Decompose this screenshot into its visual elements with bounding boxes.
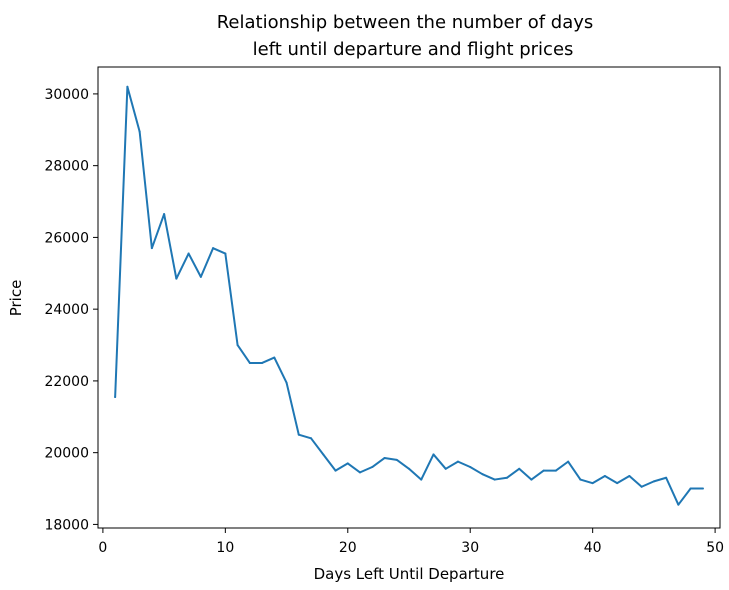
data-point <box>518 467 521 470</box>
data-point <box>481 473 484 476</box>
data-point <box>567 460 570 463</box>
plot-frame <box>97 66 721 529</box>
data-point <box>665 476 668 479</box>
data-point <box>138 130 141 133</box>
data-point <box>383 457 386 460</box>
chart-title-line-1: Relationship between the number of days <box>217 12 594 33</box>
data-point <box>542 469 545 472</box>
data-point <box>456 460 459 463</box>
data-point <box>640 485 643 488</box>
data-point <box>261 361 264 364</box>
data-point <box>359 471 362 474</box>
data-point <box>420 478 423 481</box>
data-point <box>395 458 398 461</box>
data-point <box>187 252 190 255</box>
x-tick-label: 50 <box>706 540 724 556</box>
x-tick-label: 40 <box>584 540 602 556</box>
data-point <box>248 361 251 364</box>
data-point <box>150 247 153 250</box>
data-point <box>273 356 276 359</box>
data-point <box>346 462 349 465</box>
y-tick-label: 18000 <box>44 517 89 533</box>
data-points <box>114 85 704 506</box>
data-point <box>591 482 594 485</box>
y-tick-label: 20000 <box>44 446 89 462</box>
data-point <box>199 275 202 278</box>
data-point <box>616 482 619 485</box>
x-axis-ticks: 0 10 20 30 40 50 <box>98 528 724 556</box>
data-point <box>579 478 582 481</box>
data-point <box>236 344 239 347</box>
data-point <box>677 503 680 506</box>
data-point <box>175 277 178 280</box>
data-point <box>432 453 435 456</box>
data-point <box>689 487 692 490</box>
data-point <box>603 474 606 477</box>
x-tick-label: 20 <box>339 540 357 556</box>
x-axis-label: Days Left Until Departure <box>314 565 505 583</box>
data-point <box>212 247 215 250</box>
x-tick-label: 0 <box>98 540 107 556</box>
x-tick-label: 10 <box>216 540 234 556</box>
data-point <box>297 433 300 436</box>
y-tick-label: 30000 <box>44 87 89 103</box>
data-point <box>408 467 410 470</box>
data-point <box>701 487 704 490</box>
y-axis-label: Price <box>7 280 25 317</box>
data-point <box>126 85 129 88</box>
data-point <box>322 453 325 456</box>
data-point <box>505 476 508 479</box>
y-tick-label: 22000 <box>44 374 89 390</box>
y-tick-label: 28000 <box>44 159 89 175</box>
data-point <box>444 467 447 470</box>
data-point <box>114 396 117 399</box>
data-point <box>371 466 374 469</box>
data-point <box>163 213 166 216</box>
data-point <box>469 466 472 469</box>
data-point <box>310 437 313 440</box>
price-series-line <box>114 85 704 506</box>
chart-title-line-2: left until departure and flight prices <box>253 39 574 60</box>
data-point <box>652 480 655 483</box>
data-point <box>628 474 631 477</box>
data-point <box>285 381 288 384</box>
data-point <box>530 478 533 481</box>
data-point <box>493 478 496 481</box>
y-axis-ticks: 18000 20000 22000 24000 26000 28000 30000 <box>44 87 98 533</box>
y-tick-label: 26000 <box>44 230 89 246</box>
x-tick-label: 30 <box>461 540 479 556</box>
data-point <box>554 469 557 472</box>
data-point <box>334 469 337 472</box>
y-tick-label: 24000 <box>44 302 89 318</box>
data-point <box>224 252 227 255</box>
